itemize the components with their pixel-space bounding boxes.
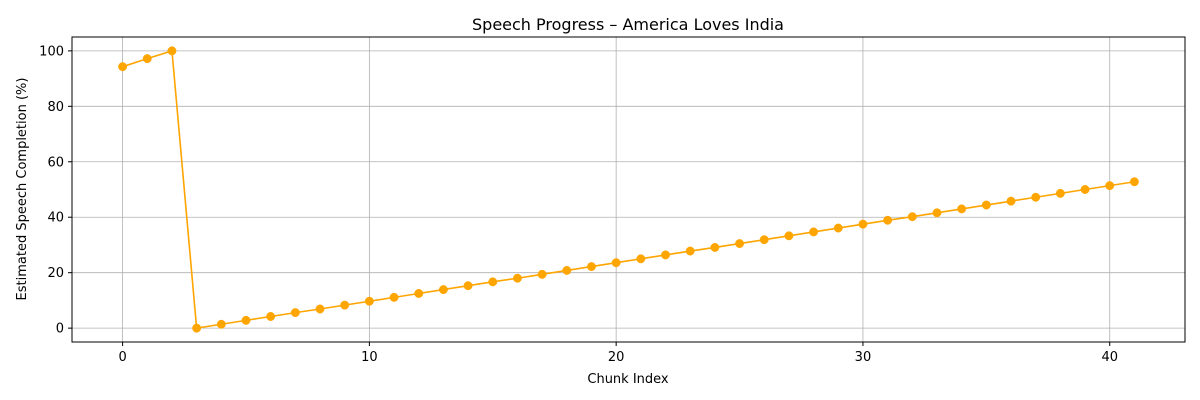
data-point xyxy=(340,300,350,310)
data-point xyxy=(216,319,226,329)
data-point xyxy=(488,277,498,287)
data-point xyxy=(1031,192,1041,202)
data-point xyxy=(512,273,522,283)
data-point xyxy=(1055,188,1065,198)
data-point xyxy=(1105,181,1115,191)
series-layer xyxy=(118,46,1139,333)
data-point xyxy=(167,46,177,56)
data-point xyxy=(759,235,769,245)
y-tick-label: 80 xyxy=(47,100,64,115)
data-point xyxy=(241,315,251,325)
data-point xyxy=(710,243,720,252)
y-tick-label: 20 xyxy=(47,266,64,281)
chart-title: Speech Progress – America Loves India xyxy=(472,15,784,34)
y-tick-label: 40 xyxy=(47,211,64,226)
data-point xyxy=(636,254,646,264)
axes: 0 10 20 30 40 0 20 40 60 80 100 xyxy=(39,36,1186,365)
x-tick-label: 0 xyxy=(118,350,126,365)
data-point xyxy=(438,285,448,295)
y-tick-label: 100 xyxy=(39,44,64,59)
data-point xyxy=(735,239,745,249)
data-point xyxy=(290,308,300,318)
x-tick-label: 30 xyxy=(855,350,872,365)
data-point xyxy=(1006,196,1016,206)
data-point xyxy=(784,231,794,241)
data-point xyxy=(537,269,547,279)
data-point xyxy=(1080,185,1090,194)
data-point xyxy=(266,312,276,321)
plot-frame xyxy=(71,36,1186,343)
data-point xyxy=(809,227,819,237)
data-point xyxy=(611,258,621,268)
y-tick-label: 0 xyxy=(56,322,64,337)
data-point xyxy=(858,219,868,229)
data-point xyxy=(463,281,473,291)
data-point xyxy=(142,54,152,64)
data-point xyxy=(932,208,942,218)
data-point xyxy=(957,204,967,214)
data-point xyxy=(587,262,596,272)
x-tick-label: 40 xyxy=(1101,350,1118,365)
data-point xyxy=(389,292,399,302)
data-point xyxy=(883,215,893,225)
data-point xyxy=(907,212,917,222)
data-point xyxy=(315,304,325,314)
data-point xyxy=(661,250,670,260)
x-tick-label: 20 xyxy=(608,350,625,365)
y-tick-label: 60 xyxy=(47,155,64,170)
data-point xyxy=(833,223,843,233)
grid xyxy=(72,37,1185,342)
data-point xyxy=(981,200,991,210)
data-point xyxy=(364,296,374,306)
x-tick-label: 10 xyxy=(361,350,378,365)
data-point xyxy=(414,289,424,298)
data-point xyxy=(1129,177,1139,187)
data-point xyxy=(118,62,128,72)
labels: Speech Progress – America Loves India Ch… xyxy=(15,15,784,387)
data-point xyxy=(192,323,202,333)
data-point xyxy=(685,246,695,256)
x-axis-label: Chunk Index xyxy=(587,372,669,387)
data-point xyxy=(562,266,572,275)
y-axis-label: Estimated Speech Completion (%) xyxy=(15,78,30,301)
